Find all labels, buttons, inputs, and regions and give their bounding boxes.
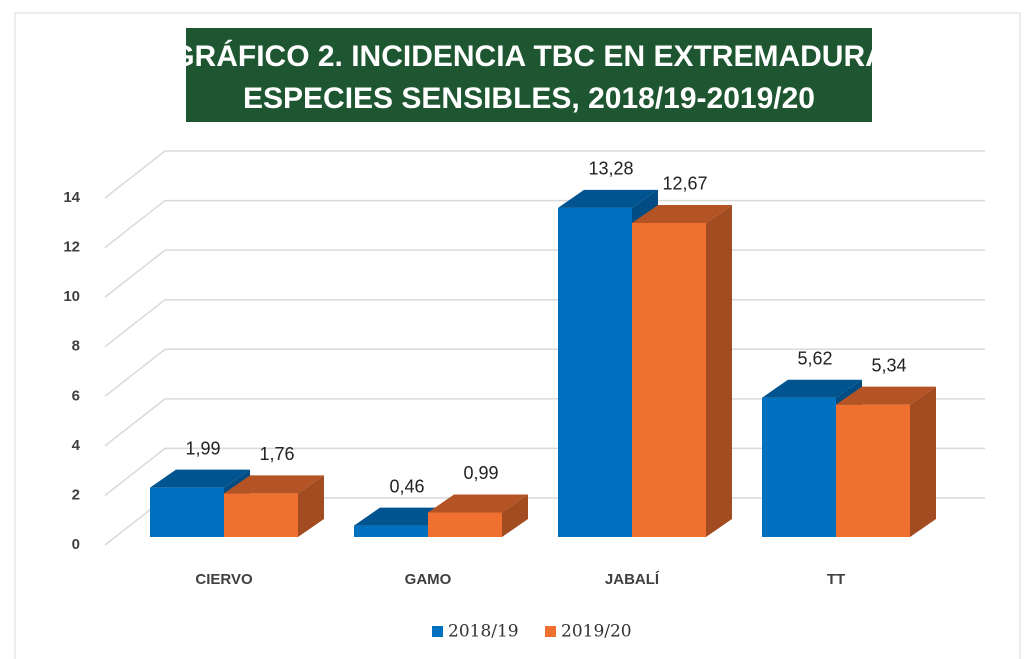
y-tick-label: 4 xyxy=(72,437,81,454)
value-label: 12,67 xyxy=(662,174,707,194)
value-label: 0,46 xyxy=(389,476,424,496)
title-box xyxy=(186,28,872,122)
legend-label: 2019/20 xyxy=(561,622,632,642)
y-tick-label: 0 xyxy=(72,536,80,553)
grid-line xyxy=(104,199,985,249)
value-label: 13,28 xyxy=(588,159,633,179)
legend-swatch xyxy=(432,626,443,637)
chart-subtitle: ESPECIES SENSIBLES, 2018/19-2019/20 xyxy=(243,82,815,115)
bar-top xyxy=(428,494,528,513)
value-label: 1,76 xyxy=(259,444,294,464)
bar-top xyxy=(224,475,324,494)
legend-label: 2018/19 xyxy=(448,622,519,642)
bar-side xyxy=(706,204,732,537)
bar xyxy=(224,493,298,537)
bar xyxy=(428,512,502,537)
bar xyxy=(632,222,706,537)
x-tick-label: TT xyxy=(827,571,845,588)
y-tick-label: 14 xyxy=(63,189,80,206)
value-label: 1,99 xyxy=(185,438,220,458)
chart-title: GRÁFICO 2. INCIDENCIA TBC EN EXTREMADURA xyxy=(171,39,887,73)
x-tick-label: CIERVO xyxy=(195,571,253,588)
bar-side xyxy=(298,475,324,537)
y-tick-label: 2 xyxy=(72,486,80,503)
x-tick-label: JABALÍ xyxy=(605,571,660,588)
value-label: 5,62 xyxy=(797,348,832,368)
value-label: 0,99 xyxy=(463,463,498,483)
y-tick-label: 8 xyxy=(72,338,80,355)
value-label: 5,34 xyxy=(871,355,906,375)
bar-top xyxy=(150,469,250,488)
y-tick-label: 12 xyxy=(63,239,80,256)
bar xyxy=(354,525,428,537)
bar xyxy=(558,207,632,538)
grid-line xyxy=(104,150,985,199)
bar-top xyxy=(558,189,658,208)
bar-side xyxy=(910,386,936,537)
x-tick-label: GAMO xyxy=(405,571,452,588)
bar-top xyxy=(762,379,862,398)
y-tick-label: 6 xyxy=(72,387,80,404)
bar-top xyxy=(632,204,732,223)
y-tick-label: 10 xyxy=(63,288,80,305)
bar xyxy=(150,487,224,537)
legend-swatch xyxy=(545,626,556,637)
bar xyxy=(836,404,910,537)
bar-top xyxy=(836,386,936,405)
bar-side xyxy=(502,494,528,537)
bar xyxy=(762,397,836,537)
